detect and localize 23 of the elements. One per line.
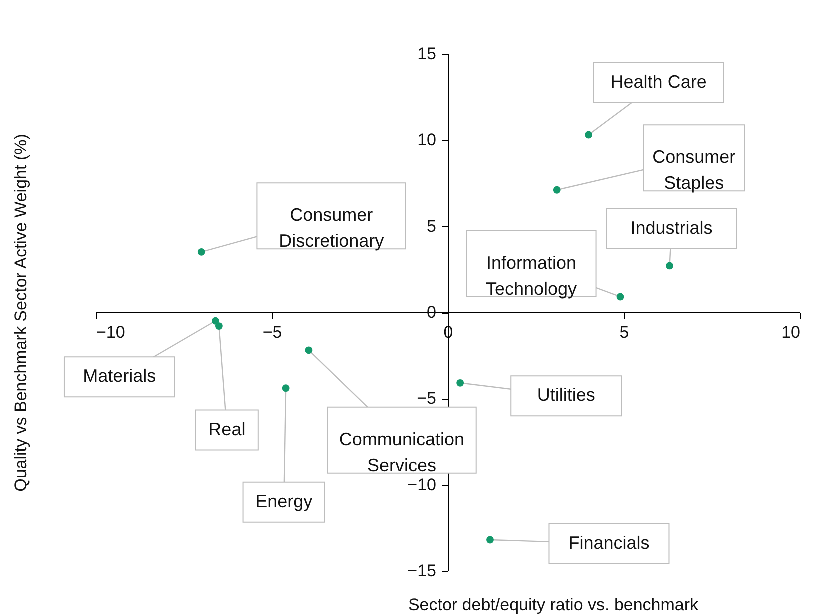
x-tick-label: −10	[96, 323, 126, 342]
x-tick-label: −5	[262, 323, 282, 342]
annotation: Real	[208, 419, 246, 440]
y-axis-title: Quality vs Benchmark Sector Active Weight (%)	[12, 134, 30, 492]
y-tick-label: 15	[418, 44, 436, 64]
y-tick-label: 5	[427, 216, 436, 236]
x-tick-label: 10	[782, 323, 800, 342]
y-tick-label: −10	[408, 475, 436, 494]
annotation: Energy	[256, 491, 313, 512]
annotation: Information Technology	[486, 252, 578, 299]
annotation: Consumer Staples	[652, 147, 736, 194]
annotation: Consumer Discretionary	[279, 205, 384, 252]
annotation: Health Care	[610, 72, 707, 92]
annotation: Utilities	[537, 385, 596, 406]
x-axis-title: Sector debt/equity ratio vs. benchmark	[408, 596, 700, 614]
y-tick-label: −5	[417, 389, 436, 408]
annotation: Materials	[83, 366, 156, 386]
x-tick-label: 5	[620, 323, 630, 342]
annotation: Industrials	[630, 218, 713, 238]
annotation: Financials	[568, 532, 650, 553]
y-tick-label: 10	[418, 130, 436, 150]
y-tick-label: −15	[408, 562, 436, 580]
annotation: Communication Services	[339, 429, 464, 476]
